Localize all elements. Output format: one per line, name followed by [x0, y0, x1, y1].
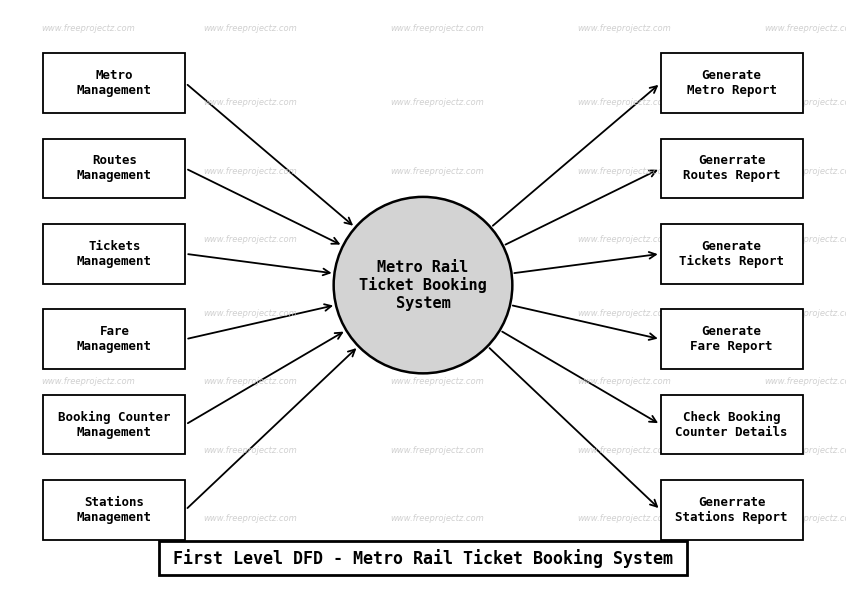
Text: www.freeprojectz.com: www.freeprojectz.com — [764, 514, 846, 523]
Text: www.freeprojectz.com: www.freeprojectz.com — [204, 309, 298, 318]
Text: www.freeprojectz.com: www.freeprojectz.com — [391, 377, 484, 387]
Text: www.freeprojectz.com: www.freeprojectz.com — [41, 309, 135, 318]
Ellipse shape — [333, 197, 513, 374]
Text: www.freeprojectz.com: www.freeprojectz.com — [41, 514, 135, 523]
Text: Booking Counter
Management: Booking Counter Management — [58, 410, 171, 439]
Text: www.freeprojectz.com: www.freeprojectz.com — [577, 446, 671, 455]
Text: www.freeprojectz.com: www.freeprojectz.com — [391, 235, 484, 244]
Text: www.freeprojectz.com: www.freeprojectz.com — [41, 235, 135, 244]
Text: Stations
Management: Stations Management — [77, 496, 152, 524]
FancyBboxPatch shape — [43, 310, 185, 369]
FancyBboxPatch shape — [159, 541, 687, 575]
Text: www.freeprojectz.com: www.freeprojectz.com — [577, 309, 671, 318]
Text: www.freeprojectz.com: www.freeprojectz.com — [204, 24, 298, 33]
Text: www.freeprojectz.com: www.freeprojectz.com — [41, 24, 135, 33]
FancyBboxPatch shape — [43, 395, 185, 454]
Text: Check Booking
Counter Details: Check Booking Counter Details — [675, 410, 788, 439]
Text: www.freeprojectz.com: www.freeprojectz.com — [41, 167, 135, 176]
FancyBboxPatch shape — [661, 53, 803, 113]
Text: www.freeprojectz.com: www.freeprojectz.com — [391, 98, 484, 107]
FancyBboxPatch shape — [661, 310, 803, 369]
Text: www.freeprojectz.com: www.freeprojectz.com — [391, 24, 484, 33]
Text: www.freeprojectz.com: www.freeprojectz.com — [204, 98, 298, 107]
Text: www.freeprojectz.com: www.freeprojectz.com — [41, 446, 135, 455]
Text: www.freeprojectz.com: www.freeprojectz.com — [577, 98, 671, 107]
Text: www.freeprojectz.com: www.freeprojectz.com — [204, 235, 298, 244]
Text: www.freeprojectz.com: www.freeprojectz.com — [41, 377, 135, 387]
Text: www.freeprojectz.com: www.freeprojectz.com — [391, 309, 484, 318]
Text: www.freeprojectz.com: www.freeprojectz.com — [764, 377, 846, 387]
Text: Generate
Tickets Report: Generate Tickets Report — [679, 240, 784, 268]
Text: Generrate
Stations Report: Generrate Stations Report — [675, 496, 788, 524]
FancyBboxPatch shape — [661, 480, 803, 540]
FancyBboxPatch shape — [43, 53, 185, 113]
Text: www.freeprojectz.com: www.freeprojectz.com — [764, 167, 846, 176]
Text: www.freeprojectz.com: www.freeprojectz.com — [577, 514, 671, 523]
Text: www.freeprojectz.com: www.freeprojectz.com — [41, 98, 135, 107]
FancyBboxPatch shape — [661, 395, 803, 454]
Text: www.freeprojectz.com: www.freeprojectz.com — [764, 309, 846, 318]
Text: www.freeprojectz.com: www.freeprojectz.com — [577, 377, 671, 387]
Text: www.freeprojectz.com: www.freeprojectz.com — [764, 446, 846, 455]
FancyBboxPatch shape — [661, 224, 803, 283]
Text: Fare
Management: Fare Management — [77, 325, 152, 353]
FancyBboxPatch shape — [43, 480, 185, 540]
FancyBboxPatch shape — [661, 139, 803, 198]
FancyBboxPatch shape — [43, 224, 185, 283]
Text: www.freeprojectz.com: www.freeprojectz.com — [391, 514, 484, 523]
Text: www.freeprojectz.com: www.freeprojectz.com — [204, 514, 298, 523]
Text: www.freeprojectz.com: www.freeprojectz.com — [764, 235, 846, 244]
Text: www.freeprojectz.com: www.freeprojectz.com — [577, 235, 671, 244]
Text: Tickets
Management: Tickets Management — [77, 240, 152, 268]
Text: First Level DFD - Metro Rail Ticket Booking System: First Level DFD - Metro Rail Ticket Book… — [173, 549, 673, 568]
Text: Generrate
Routes Report: Generrate Routes Report — [683, 154, 780, 183]
Text: www.freeprojectz.com: www.freeprojectz.com — [204, 377, 298, 387]
FancyBboxPatch shape — [43, 139, 185, 198]
Text: www.freeprojectz.com: www.freeprojectz.com — [204, 446, 298, 455]
Text: www.freeprojectz.com: www.freeprojectz.com — [391, 167, 484, 176]
Text: Metro Rail
Ticket Booking
System: Metro Rail Ticket Booking System — [359, 260, 487, 311]
Text: www.freeprojectz.com: www.freeprojectz.com — [391, 446, 484, 455]
Text: www.freeprojectz.com: www.freeprojectz.com — [764, 24, 846, 33]
Text: www.freeprojectz.com: www.freeprojectz.com — [577, 24, 671, 33]
Text: Generate
Fare Report: Generate Fare Report — [690, 325, 773, 353]
Text: Routes
Management: Routes Management — [77, 154, 152, 183]
Text: www.freeprojectz.com: www.freeprojectz.com — [577, 167, 671, 176]
Text: www.freeprojectz.com: www.freeprojectz.com — [764, 98, 846, 107]
Text: Generate
Metro Report: Generate Metro Report — [687, 69, 777, 97]
Text: www.freeprojectz.com: www.freeprojectz.com — [204, 167, 298, 176]
Text: Metro
Management: Metro Management — [77, 69, 152, 97]
